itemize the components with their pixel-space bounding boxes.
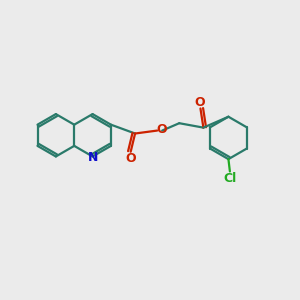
Text: O: O bbox=[195, 95, 205, 109]
Text: O: O bbox=[157, 123, 167, 136]
Text: Cl: Cl bbox=[224, 172, 237, 185]
Text: N: N bbox=[87, 152, 98, 164]
Text: O: O bbox=[125, 152, 136, 165]
